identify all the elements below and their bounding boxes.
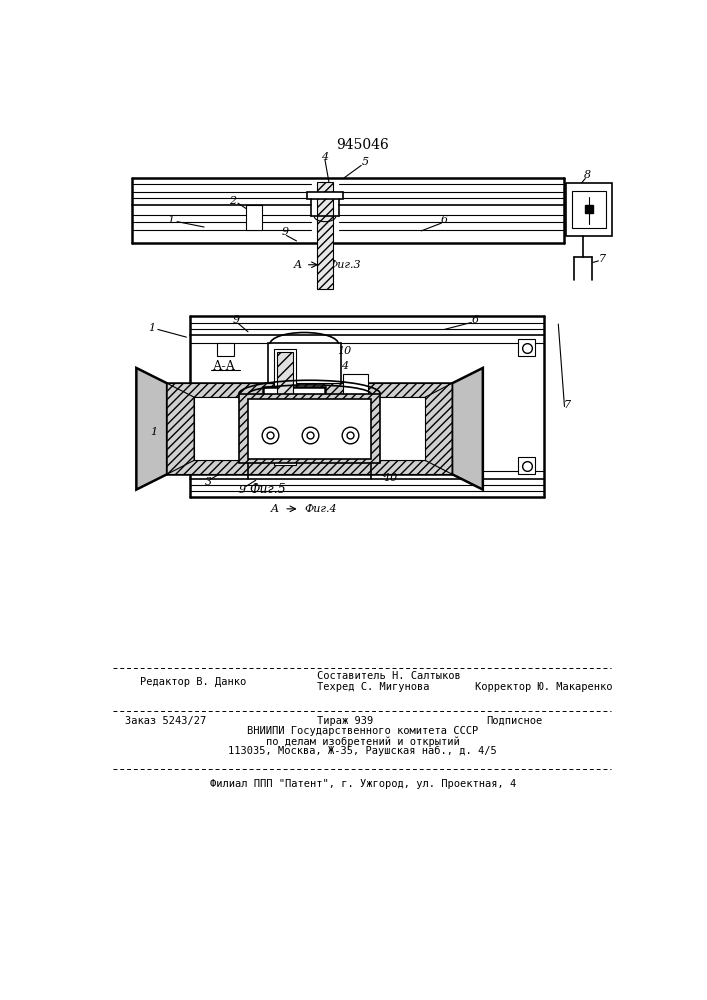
Text: 6: 6 (472, 315, 479, 325)
Text: Подписное: Подписное (486, 716, 543, 726)
Bar (344, 374, 368, 424)
Polygon shape (425, 383, 452, 474)
Bar (247, 205, 262, 230)
Bar (518, 339, 535, 356)
Text: Редактор В. Данко: Редактор В. Данко (140, 677, 247, 687)
Bar (572, 191, 606, 228)
Bar (248, 399, 371, 459)
Bar (167, 383, 452, 474)
Text: Фиг.5: Фиг.5 (249, 483, 286, 496)
Text: 10: 10 (383, 473, 397, 483)
Polygon shape (136, 368, 167, 490)
Bar (194, 397, 425, 460)
Text: ВНИИПИ Государственного комитета СССР: ВНИИПИ Государственного комитета СССР (247, 726, 479, 736)
Text: 6: 6 (440, 215, 448, 225)
Text: Заказ 5243/27: Заказ 5243/27 (125, 716, 206, 726)
Text: 7: 7 (564, 400, 571, 410)
Text: 1: 1 (150, 427, 157, 437)
Polygon shape (167, 383, 194, 474)
Text: Техред С. Мигунова: Техред С. Мигунова (317, 682, 430, 692)
Text: 113035, Москва, Ж-35, Раушская наб., д. 4/5: 113035, Москва, Ж-35, Раушская наб., д. … (228, 746, 497, 756)
Text: А-А: А-А (214, 360, 236, 373)
Text: 9: 9 (281, 227, 288, 237)
Text: 2: 2 (229, 196, 236, 206)
Text: Тираж 939: Тираж 939 (317, 716, 373, 726)
Bar (317, 182, 333, 289)
Text: A: A (271, 504, 279, 514)
Bar (277, 352, 293, 462)
Text: 5: 5 (247, 414, 254, 424)
Bar (264, 387, 325, 412)
Bar (566, 183, 612, 235)
Bar (239, 394, 380, 463)
Bar (307, 192, 344, 199)
Text: 9: 9 (239, 485, 246, 495)
Bar (217, 343, 234, 356)
Polygon shape (452, 368, 483, 490)
Bar (167, 383, 452, 397)
Bar (268, 343, 341, 471)
Text: 945046: 945046 (337, 138, 389, 152)
Text: A: A (294, 260, 302, 270)
Text: 3: 3 (204, 477, 211, 487)
Text: Корректор Ю. Макаренко: Корректор Ю. Макаренко (475, 682, 613, 692)
Text: 1: 1 (168, 215, 175, 225)
Bar (518, 457, 535, 474)
Bar (217, 457, 234, 471)
Text: 7: 7 (599, 254, 606, 264)
Text: 4: 4 (322, 152, 329, 162)
Text: 3: 3 (247, 396, 254, 406)
Text: Фиг.4: Фиг.4 (305, 504, 337, 514)
Text: 10: 10 (337, 346, 351, 356)
Text: Фиг.3: Фиг.3 (328, 260, 361, 270)
Text: 4: 4 (341, 361, 348, 371)
Text: 1: 1 (148, 323, 156, 333)
Text: 8: 8 (584, 170, 591, 180)
Text: 5: 5 (361, 157, 368, 167)
Bar (167, 460, 452, 474)
Text: 9: 9 (233, 315, 240, 325)
Text: по делам изобретений и открытий: по делам изобретений и открытий (266, 736, 460, 747)
Text: Составитель Н. Салтыков: Составитель Н. Салтыков (317, 671, 461, 681)
Bar (274, 349, 296, 465)
Text: Филиал ППП "Патент", г. Ужгород, ул. Проектная, 4: Филиал ППП "Патент", г. Ужгород, ул. Про… (209, 779, 516, 789)
